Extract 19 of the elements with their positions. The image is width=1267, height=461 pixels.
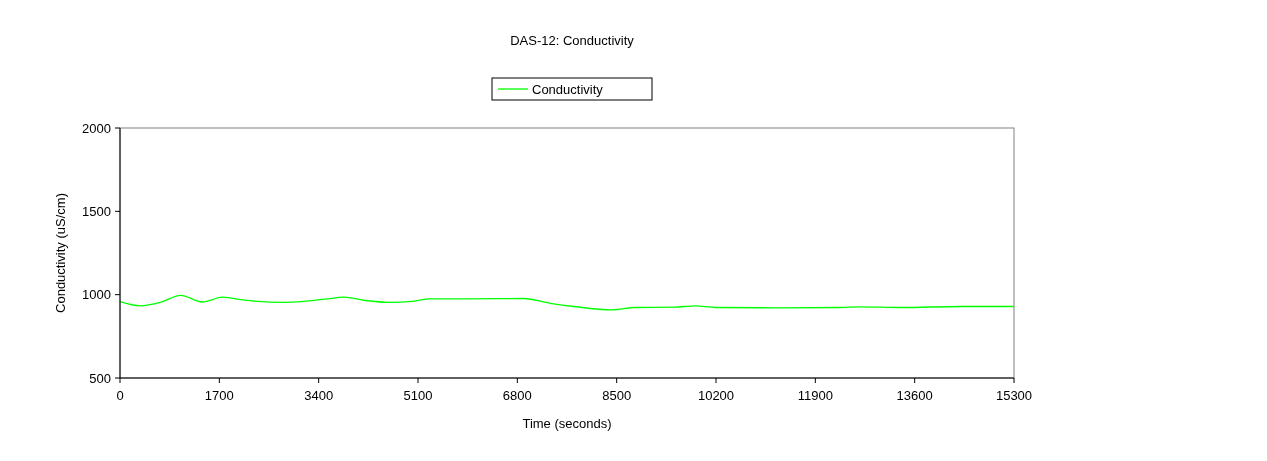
x-axis-title: Time (seconds) — [522, 416, 612, 431]
x-tick-label: 1700 — [204, 388, 234, 403]
x-tick-label: 0 — [116, 388, 124, 403]
chart-title: DAS-12: Conductivity — [510, 33, 635, 48]
y-tick-label: 1000 — [82, 287, 111, 303]
line-series — [119, 294, 1015, 311]
x-tick-label: 6800 — [502, 388, 532, 403]
x-tick-label: 8500 — [602, 388, 632, 403]
x-tick-label: 15300 — [995, 388, 1033, 403]
y-tick-label: 1500 — [82, 203, 111, 219]
legend-label: Conductivity — [532, 81, 604, 97]
x-tick-label: 10200 — [697, 388, 735, 403]
y-tick-label: 2000 — [82, 120, 111, 136]
x-tick-label: 11900 — [797, 388, 833, 403]
y-axis-title: Conductivity (uS/cm) — [53, 193, 68, 313]
x-tick-label: 5100 — [403, 388, 433, 403]
x-tick-label: 13600 — [896, 388, 933, 403]
x-tick-label: 3400 — [304, 388, 334, 403]
y-tick-label: 500 — [89, 370, 111, 386]
